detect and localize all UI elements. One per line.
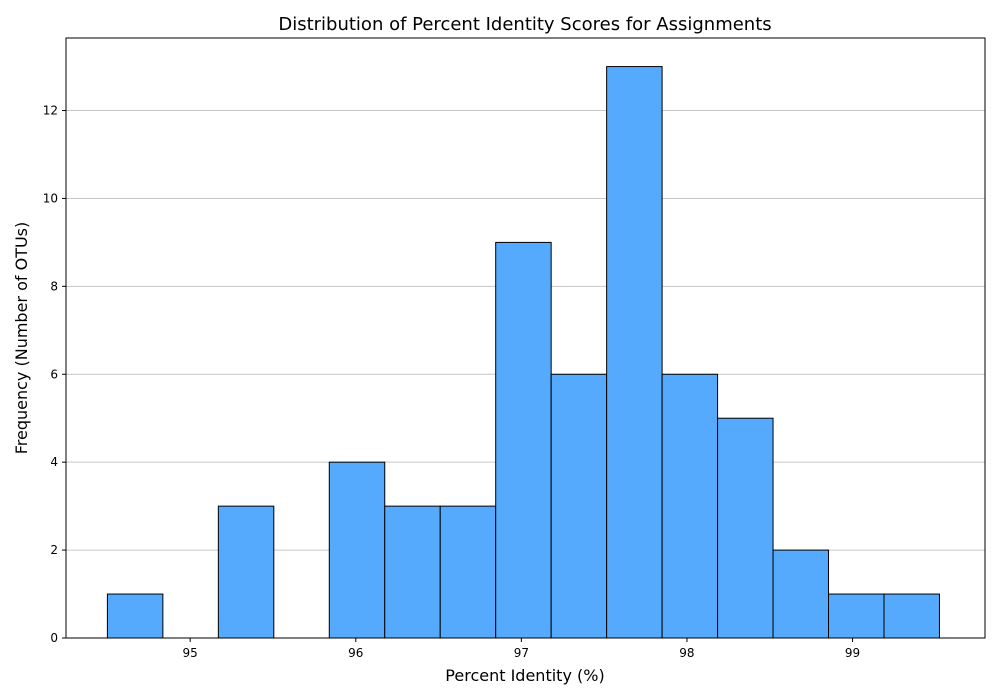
y-tick-label: 0 [50,631,58,645]
y-tick-label: 6 [50,367,58,381]
x-tick-label: 99 [845,646,860,660]
y-axis-label: Frequency (Number of OTUs) [12,222,31,455]
histogram-bar [883,593,940,639]
histogram-bar [606,66,663,639]
x-axis-label: Percent Identity (%) [445,666,604,685]
histogram-bar [439,505,497,639]
histogram-bar [772,549,830,639]
x-tick-label: 97 [514,646,529,660]
histogram-bar [106,593,164,639]
x-tick-label: 96 [348,646,363,660]
x-axis-ticks: 95 96 97 98 99 [183,638,860,660]
histogram-bar [217,505,275,639]
x-tick-label: 98 [679,646,694,660]
y-tick-label: 4 [50,455,58,469]
histogram-bar [661,373,719,639]
histogram-bar [828,593,885,639]
histogram-bars [106,66,940,639]
y-tick-label: 12 [43,104,58,118]
histogram-bar [550,373,608,639]
y-tick-label: 2 [50,543,58,557]
histogram-bar [328,461,386,639]
histogram-bar [495,241,552,639]
chart-title: Distribution of Percent Identity Scores … [278,14,771,35]
y-tick-label: 10 [43,191,58,205]
histogram-bar [384,505,441,639]
histogram-bar [717,417,774,639]
y-axis-ticks: 0 2 4 6 8 10 12 [43,104,66,645]
x-tick-label: 95 [183,646,198,660]
y-tick-label: 8 [50,279,58,293]
plot-frame [65,37,986,639]
